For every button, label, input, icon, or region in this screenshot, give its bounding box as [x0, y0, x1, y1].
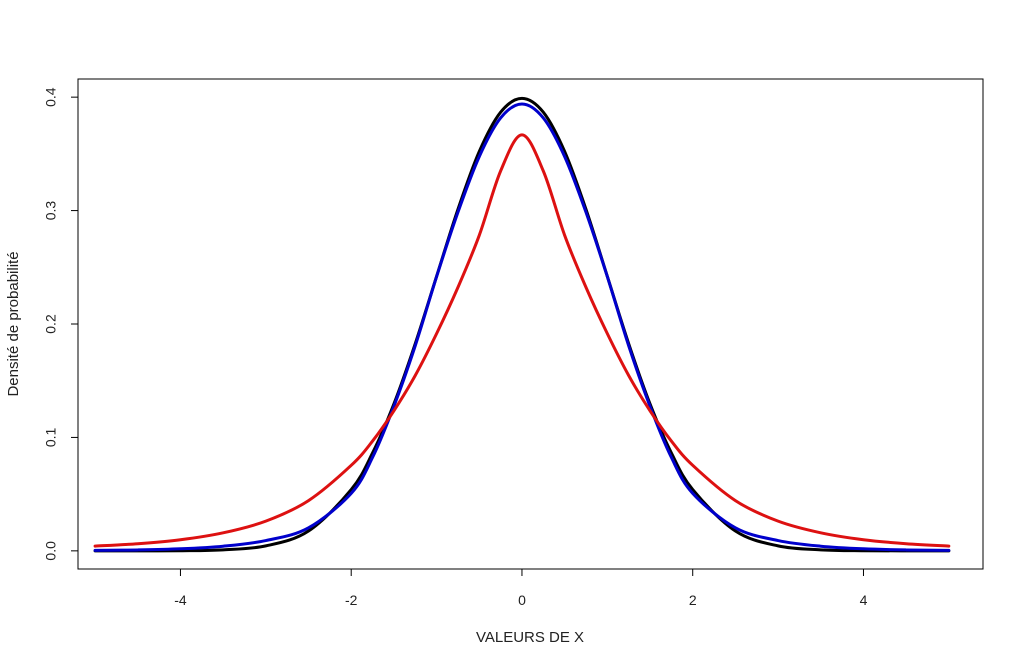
series-line-1 [93, 96, 951, 553]
plot-area [77, 78, 984, 570]
y-tick-label: 0.3 [43, 201, 59, 221]
y-tick-label: 0.4 [43, 87, 59, 107]
series-line-2 [93, 102, 951, 552]
x-tick-label: 0 [518, 592, 526, 608]
x-tick-label: -4 [174, 592, 187, 608]
plot-frame [77, 78, 984, 570]
y-tick-label: 0.1 [43, 427, 59, 447]
y-tick-label: 0.2 [43, 314, 59, 334]
x-tick-label: 2 [689, 592, 697, 608]
x-axis-label: VALEURS DE X [476, 629, 584, 646]
series-layer [93, 96, 951, 553]
x-tick-label: 4 [860, 592, 868, 608]
series-line-3 [93, 133, 951, 548]
y-axis: 0.0 0.1 0.2 0.3 0.4 [43, 87, 79, 561]
y-tick-label: 0.0 [43, 541, 59, 561]
x-tick-label: -2 [345, 592, 358, 608]
x-axis: -4 -2 0 2 4 [174, 568, 868, 608]
y-axis-label: Densité de probabilité [5, 251, 22, 396]
